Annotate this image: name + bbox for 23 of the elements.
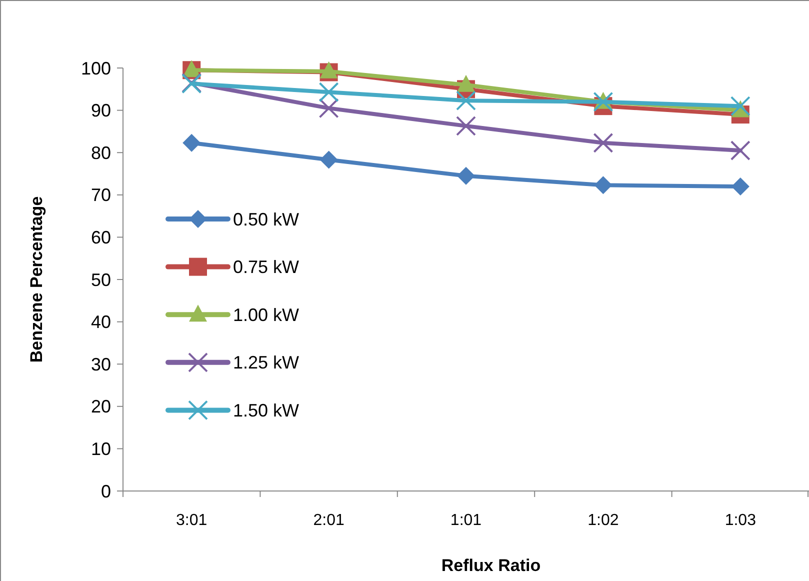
legend-label: 1.00 kW (233, 304, 300, 325)
y-tick-label: 10 (90, 439, 111, 459)
x-axis-title: Reflux Ratio (441, 556, 541, 575)
y-tick-label: 80 (90, 142, 111, 163)
legend-label: 1.25 kW (233, 352, 300, 373)
x-tick-label: 1:03 (724, 512, 756, 529)
y-tick-label: 30 (90, 354, 111, 374)
x-tick-label: 1:01 (450, 512, 482, 529)
x-tick-label: 2:01 (313, 512, 344, 529)
x-tick-label: 1:02 (588, 512, 619, 529)
y-tick-label: 20 (90, 396, 111, 417)
y-axis-title: Benzene Percentage (27, 196, 46, 363)
y-tick-label: 60 (90, 228, 111, 248)
x-tick-label: 3:01 (176, 512, 208, 529)
y-tick-label: 70 (90, 185, 111, 206)
legend-label: 0.50 kW (233, 209, 300, 230)
legend-label: 1.50 kW (233, 400, 300, 420)
y-tick-label: 0 (100, 481, 111, 502)
y-tick-label: 90 (90, 100, 111, 121)
y-tick-label: 50 (90, 270, 111, 290)
y-tick-label: 40 (90, 312, 111, 332)
y-tick-label: 100 (80, 58, 111, 78)
legend-label: 0.75 kW (233, 257, 300, 278)
